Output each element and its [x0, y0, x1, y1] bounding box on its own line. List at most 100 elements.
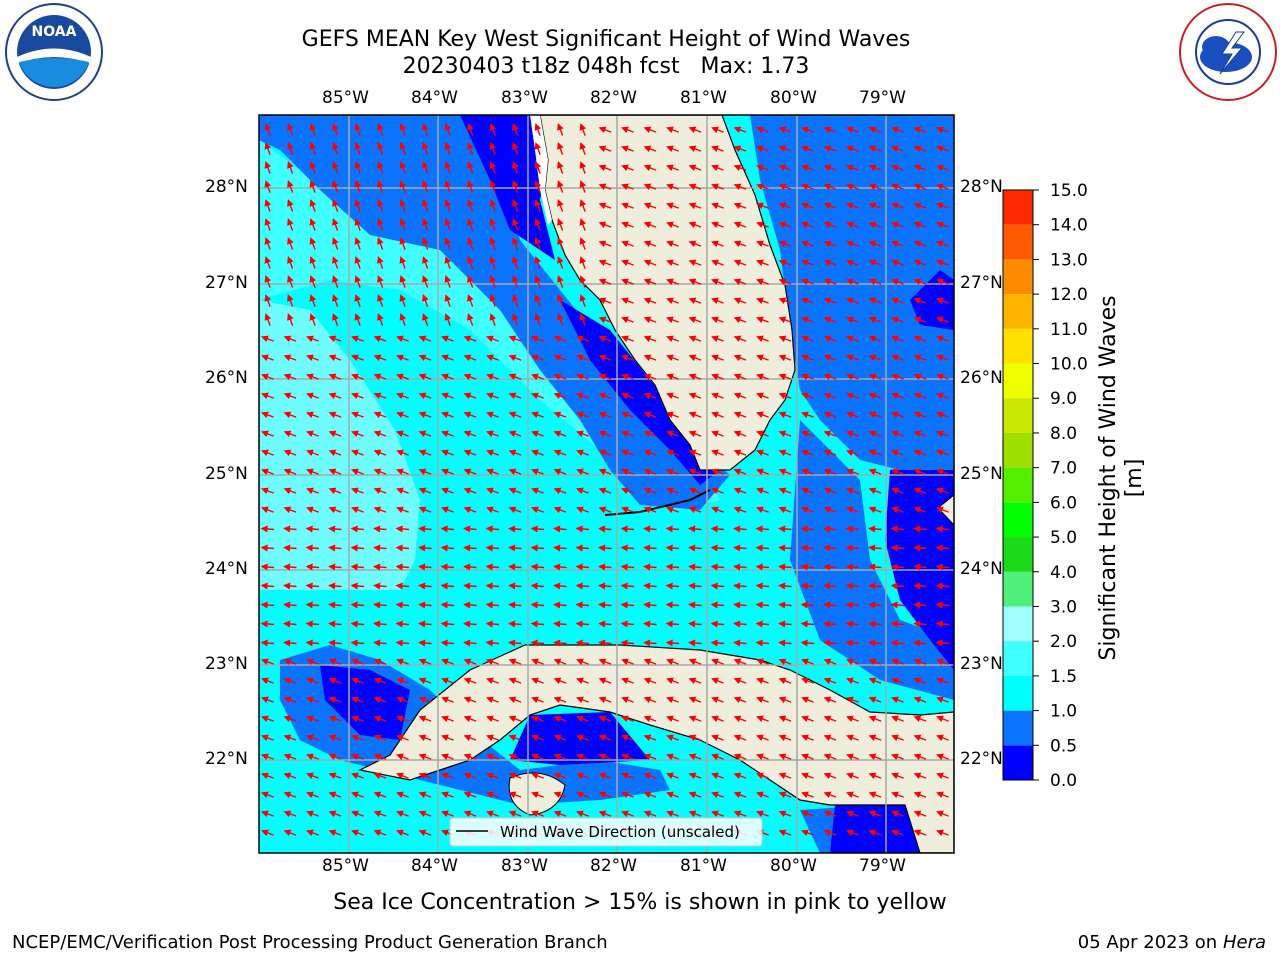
wave-direction-arrow [666, 411, 679, 419]
wave-direction-arrow [846, 354, 859, 362]
wave-direction-arrow [846, 734, 859, 742]
wave-direction-arrow [463, 677, 477, 685]
wave-direction-arrow [287, 142, 294, 155]
wave-direction-arrow [332, 294, 339, 307]
wave-direction-arrow [486, 772, 499, 780]
wave-direction-arrow [283, 810, 297, 818]
lat-label-left: 25°N [205, 464, 248, 484]
wave-direction-arrow [913, 753, 927, 761]
wave-direction-arrow [377, 294, 384, 307]
wave-direction-arrow [396, 468, 409, 476]
wave-direction-arrow [287, 313, 294, 326]
wave-direction-arrow [711, 392, 724, 400]
wave-direction-arrow [422, 180, 429, 193]
wave-direction-arrow [711, 126, 724, 134]
wave-direction-arrow [467, 256, 474, 269]
wave-direction-arrow [823, 335, 837, 343]
wave-direction-arrow [598, 544, 612, 552]
wave-direction-arrow [508, 354, 522, 362]
wave-direction-arrow [399, 142, 407, 155]
wave-direction-arrow [531, 677, 544, 685]
wave-direction-arrow [666, 183, 679, 191]
wave-direction-arrow [621, 259, 634, 267]
wave-direction-arrow [711, 468, 724, 476]
wave-direction-arrow [418, 411, 432, 419]
wave-direction-arrow [666, 430, 679, 438]
wave-direction-arrow [666, 392, 679, 400]
wave-direction-arrow [733, 259, 747, 267]
wave-direction-arrow [485, 601, 500, 609]
wave-direction-arrow [463, 373, 477, 381]
wave-direction-arrow [688, 715, 702, 723]
wave-direction-arrow [891, 715, 904, 723]
wave-direction-arrow [823, 620, 837, 628]
colorbar-tick-label: 10.0 [1050, 355, 1088, 375]
wave-direction-arrow [778, 791, 792, 799]
wave-direction-arrow [531, 354, 544, 362]
wave-direction-arrow [801, 791, 814, 799]
wave-direction-arrow [463, 468, 477, 476]
wave-direction-arrow [598, 164, 612, 172]
wave-direction-arrow [418, 487, 432, 495]
wave-direction-arrow [486, 335, 499, 343]
wave-direction-arrow [306, 677, 319, 685]
wave-direction-arrow [508, 791, 522, 799]
wave-direction-arrow [260, 620, 275, 628]
wave-direction-arrow [486, 791, 499, 799]
wave-direction-arrow [373, 791, 387, 799]
wave-direction-arrow [463, 430, 477, 438]
wave-direction-arrow [846, 677, 859, 685]
wave-direction-arrow [621, 164, 634, 172]
wave-direction-arrow [756, 430, 769, 438]
wave-direction-arrow [283, 772, 297, 780]
wave-direction-arrow [913, 658, 927, 666]
wave-direction-arrow [467, 180, 474, 193]
wave-direction-arrow [534, 237, 542, 250]
wave-direction-arrow [778, 563, 792, 571]
wave-direction-arrow [800, 544, 815, 552]
wave-direction-arrow [579, 237, 587, 250]
wave-direction-arrow [823, 506, 837, 514]
wave-direction-arrow [936, 468, 949, 476]
wave-direction-arrow [756, 468, 769, 476]
wave-direction-arrow [486, 354, 499, 362]
lat-label-left: 23°N [205, 654, 248, 674]
wave-direction-arrow [710, 563, 725, 571]
wave-direction-arrow [396, 373, 409, 381]
wave-direction-arrow [665, 525, 680, 533]
wave-direction-arrow [486, 715, 499, 723]
wave-direction-arrow [467, 313, 474, 326]
colorbar-tick-label: 0.0 [1050, 771, 1077, 790]
wave-direction-arrow [823, 278, 837, 286]
colorbar-tick-label: 9.0 [1050, 389, 1077, 409]
wave-direction-arrow [801, 810, 814, 818]
wave-direction-arrow [666, 259, 679, 267]
wave-direction-arrow [575, 639, 590, 647]
wave-direction-arrow [778, 183, 792, 191]
wave-direction-arrow [309, 123, 317, 136]
wave-direction-arrow [846, 430, 859, 438]
wave-direction-arrow [936, 278, 949, 286]
wave-direction-arrow [688, 525, 702, 533]
wave-direction-arrow [621, 696, 634, 704]
wave-direction-arrow [890, 601, 905, 609]
wave-direction-arrow [467, 218, 474, 231]
title-line-2: 20230403 t18z 048h fcst Max: 1.73 [402, 54, 810, 79]
wave-direction-arrow [643, 772, 657, 780]
wave-direction-arrow [868, 639, 882, 647]
wave-direction-arrow [936, 221, 949, 229]
wave-direction-arrow [846, 829, 859, 837]
wave-direction-arrow [800, 620, 815, 628]
wave-direction-arrow [531, 373, 544, 381]
wave-direction-arrow [418, 620, 432, 628]
wave-direction-arrow [396, 829, 409, 837]
wave-direction-arrow [936, 373, 949, 381]
wave-direction-arrow [531, 791, 544, 799]
wave-direction-arrow [553, 810, 567, 818]
wave-direction-arrow [444, 237, 452, 250]
wave-direction-arrow [283, 601, 297, 609]
wave-direction-arrow [576, 392, 589, 400]
wave-direction-arrow [354, 180, 362, 193]
wave-direction-arrow [733, 221, 747, 229]
wave-direction-arrow [418, 582, 432, 590]
